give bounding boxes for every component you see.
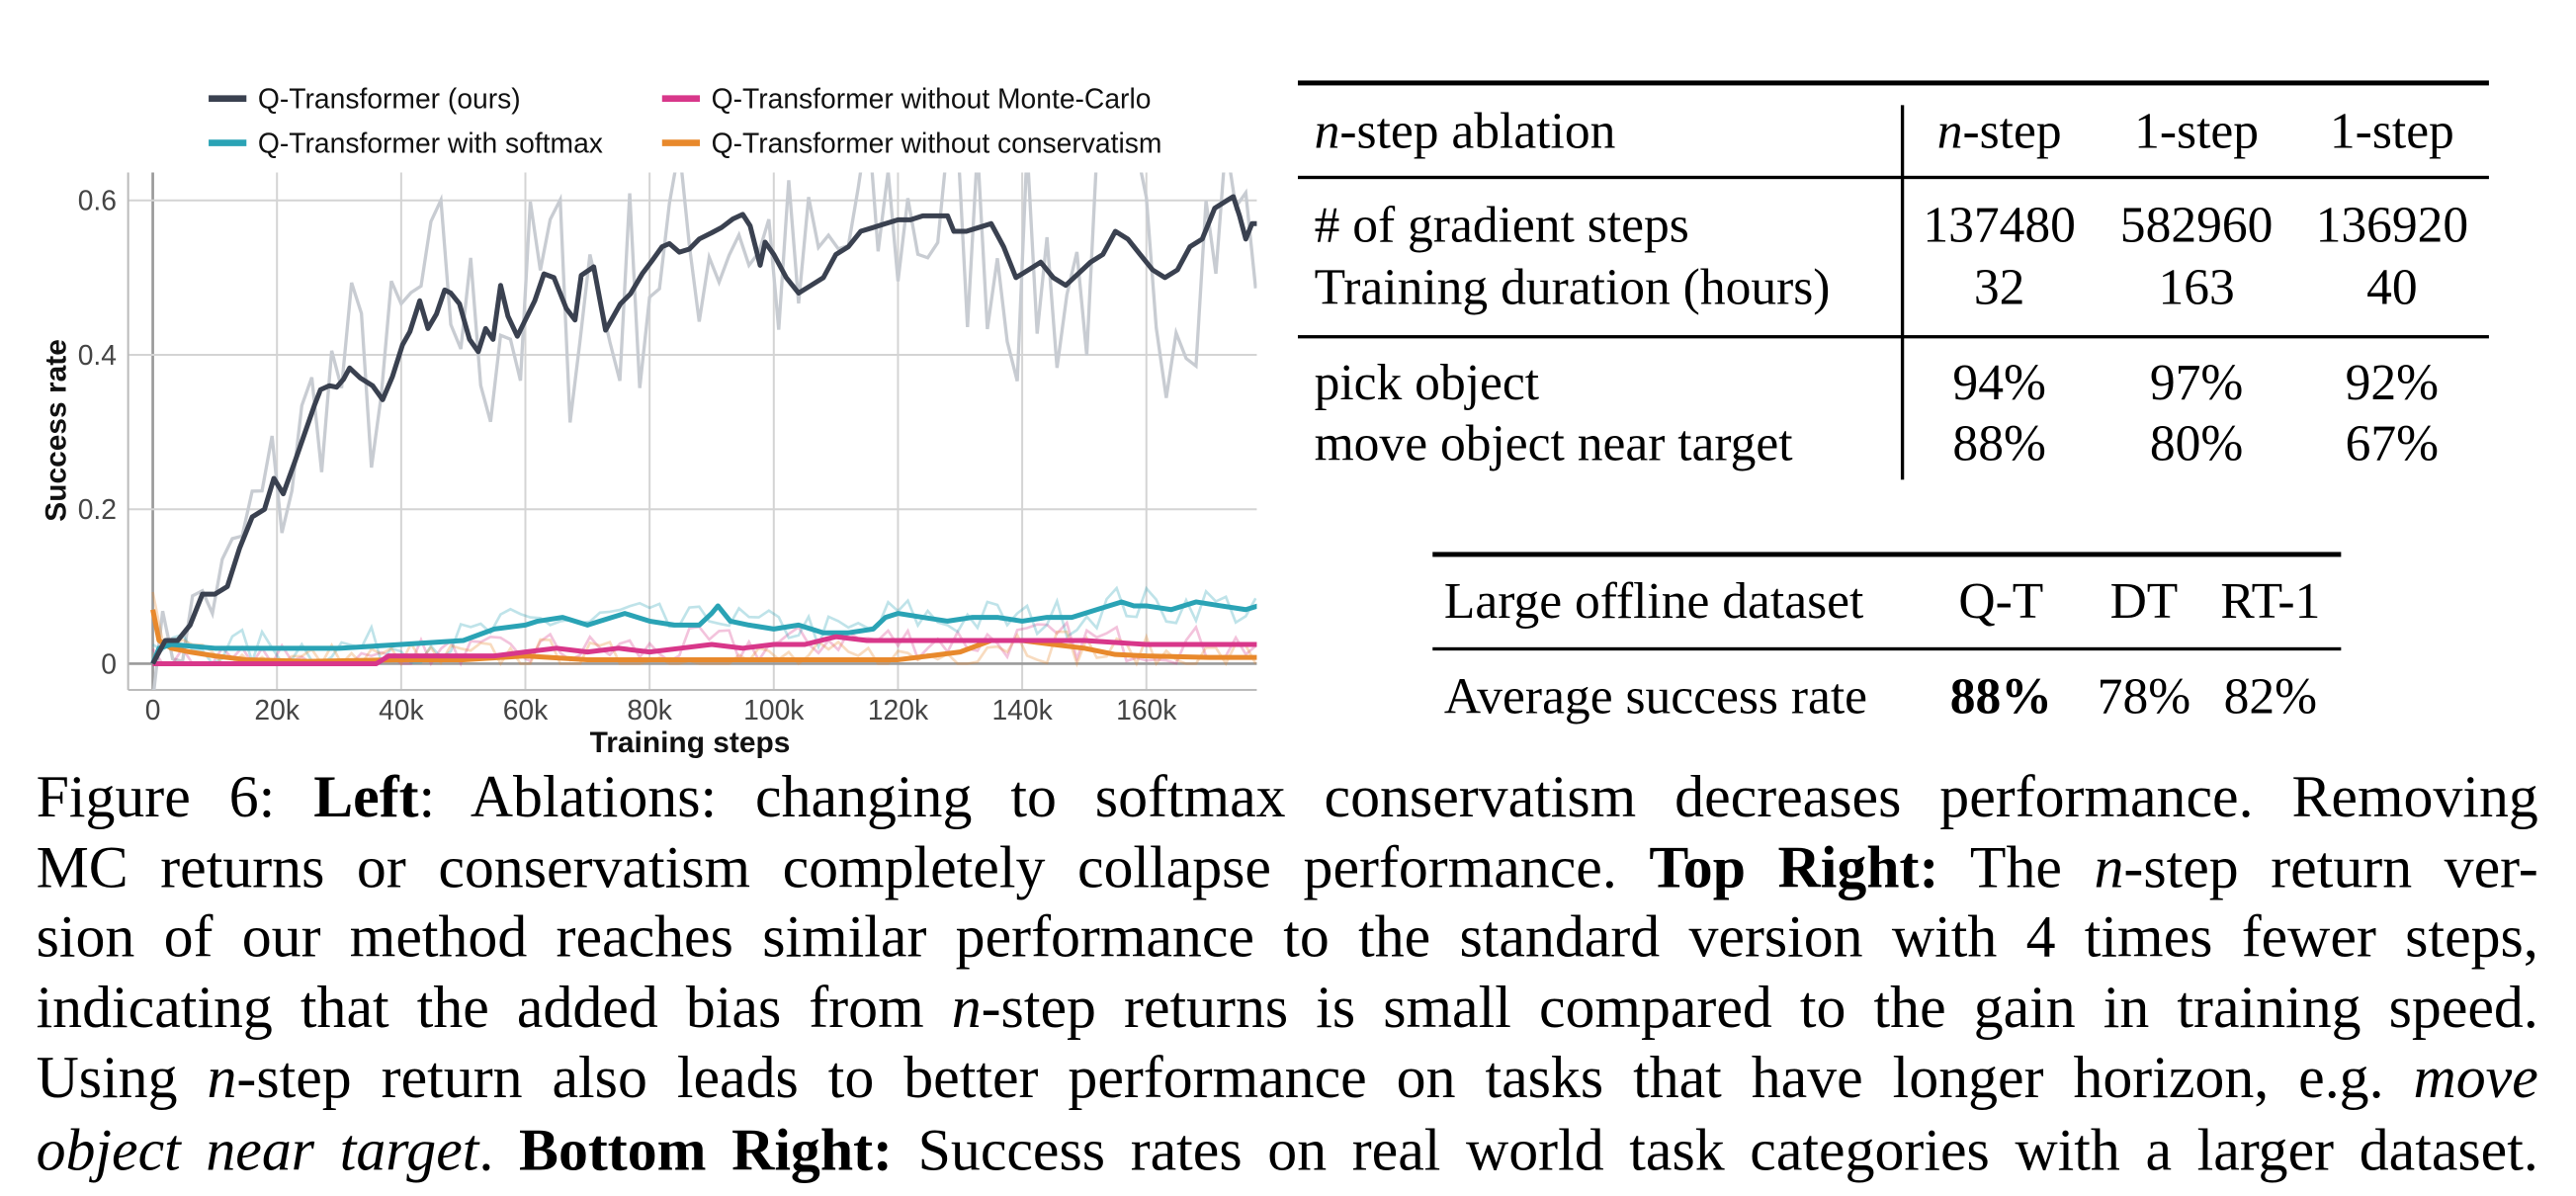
- caption-italic-text: move: [2413, 1045, 2538, 1111]
- caption-italic-text: n: [2094, 834, 2124, 900]
- table-cell: 163: [2158, 257, 2235, 316]
- caption-text: Success rates on real world task categor…: [892, 1117, 2538, 1183]
- column-header-text: 1-step: [2329, 102, 2454, 160]
- table-cell: 78%: [2097, 666, 2191, 725]
- table-cell: 32: [1973, 257, 2025, 316]
- n-variable: n: [1314, 102, 1340, 160]
- series-line: [150, 194, 1257, 665]
- table-cell: 88%: [1949, 666, 2052, 725]
- table-cell: 80%: [2149, 413, 2244, 471]
- raw-series-line: [151, 585, 1257, 666]
- caption-text: sion of our method reaches similar perfo…: [36, 903, 2538, 970]
- table-cell: 67%: [2345, 413, 2440, 471]
- table-column-header: 1-step: [2134, 105, 2259, 156]
- x-tick-label: 120k: [868, 694, 929, 726]
- x-tick-label: 40k: [379, 694, 424, 726]
- ablation-line-chart: 0 0.2 0.4 0.6 0 20k 40k 60k 80k 100k 120k 140k 160k T…: [40, 83, 1257, 759]
- n-variable: n: [1936, 102, 1963, 160]
- x-tick-label: 160k: [1116, 694, 1177, 726]
- caption-line: Using n-step return also leads to better…: [37, 1045, 2538, 1110]
- table-cell: 137480: [1923, 195, 2076, 253]
- table-header-rule: [1432, 646, 2342, 650]
- table-cell: 136920: [2315, 195, 2469, 253]
- caption-italic-text: n: [207, 1045, 237, 1111]
- table-top-rule: [1297, 80, 2489, 85]
- caption-text: Using: [36, 1045, 208, 1111]
- series-line: [150, 599, 1257, 665]
- table-cell: 40: [2366, 257, 2418, 316]
- x-tick-label: 20k: [254, 694, 300, 726]
- table-column-header: Q-T: [1958, 571, 2044, 630]
- column-header-text: 1-step: [2134, 102, 2260, 160]
- legend-label: Q-Transformer without Monte-Carlo: [712, 83, 1152, 115]
- table-header-label: n-step ablation: [1315, 105, 1616, 156]
- y-tick-label: 0.4: [78, 339, 117, 371]
- table-column-header: RT-1: [2220, 571, 2321, 630]
- legend-item: Q-Transformer without conservatism: [661, 128, 1162, 159]
- caption-italic-text: n: [951, 974, 982, 1041]
- caption-line: sion of our method reaches similar perfo…: [37, 903, 2538, 969]
- raw-series-line: [151, 591, 1257, 668]
- table-mid-rule: [1297, 335, 2489, 338]
- legend-item: Q-Transformer with softmax: [209, 128, 603, 159]
- y-axis-title: Success rate: [40, 339, 72, 522]
- table-cell: 97%: [2149, 353, 2244, 411]
- series-line: [150, 609, 1257, 664]
- table-row-label: Training duration (hours): [1314, 257, 1831, 316]
- caption-bold-text: Left: [313, 763, 419, 830]
- caption-text: -step return also leads to better perfor…: [236, 1045, 2414, 1111]
- table-cell: 94%: [1952, 353, 2046, 411]
- table-row-label: move object near target: [1314, 413, 1793, 471]
- x-tick-label: 100k: [743, 694, 805, 726]
- legend-label: Q-Transformer without conservatism: [712, 128, 1162, 159]
- x-tick-label: 60k: [503, 694, 549, 726]
- series-line: [152, 634, 1257, 666]
- header-label-text: -step ablation: [1339, 102, 1616, 160]
- table-column-header: n-step: [1937, 105, 2062, 156]
- caption-bold-text: Top Right:: [1649, 834, 1939, 900]
- legend-item: Q-Transformer (ours): [209, 83, 521, 115]
- caption-text: The: [1938, 834, 2095, 900]
- legend-item: Q-Transformer without Monte-Carlo: [661, 83, 1152, 115]
- raw-series-line: [152, 172, 1257, 691]
- x-tick-label: 80k: [627, 694, 672, 726]
- y-tick-label: 0: [101, 647, 117, 679]
- y-tick-label: 0.2: [78, 493, 117, 525]
- table-cell: 582960: [2119, 195, 2274, 253]
- y-tick-label: 0.6: [78, 185, 117, 216]
- table-cell: 82%: [2223, 666, 2318, 725]
- legend-label: Q-Transformer with softmax: [258, 128, 603, 159]
- caption-text: .: [478, 1117, 520, 1183]
- caption-text: indicating that the added bias from: [36, 974, 952, 1041]
- table-cell: 88%: [1952, 413, 2046, 471]
- caption-bold-text: Bottom Right:: [519, 1117, 893, 1183]
- caption-line: indicating that the added bias from n-st…: [37, 975, 2538, 1040]
- legend-label: Q-Transformer (ours): [258, 83, 521, 115]
- caption-line: MC returns or conservatism completely co…: [37, 834, 2538, 899]
- caption-text: MC returns or conservatism completely co…: [36, 834, 1650, 900]
- caption-text: -step returns is small compared to the g…: [981, 974, 2538, 1041]
- table-row-label: Average success rate: [1443, 666, 1868, 725]
- caption-text: -step return ver-: [2123, 834, 2538, 900]
- table-cell: 92%: [2345, 353, 2440, 411]
- caption-line: object near target. Bottom Right: Succes…: [37, 1117, 2538, 1182]
- x-axis-title: Training steps: [590, 726, 791, 759]
- table-column-header: 1-step: [2330, 105, 2454, 156]
- column-header-text: -step: [1962, 102, 2062, 160]
- x-tick-label: 0: [145, 694, 161, 726]
- caption-italic-text: object near target: [36, 1117, 479, 1183]
- caption-text: Figure 6:: [36, 763, 314, 830]
- table-header-label: Large offline dataset: [1443, 571, 1864, 630]
- table-top-rule: [1432, 552, 2342, 556]
- table-vertical-rule: [1900, 105, 1904, 480]
- caption-line: Figure 6: Left: Ablations: changing to s…: [37, 764, 2538, 829]
- table-column-header: DT: [2109, 571, 2179, 630]
- caption-text: : Ablations: changing to softmax conserv…: [418, 763, 2538, 830]
- table-row-label: pick object: [1314, 353, 1540, 411]
- x-tick-label: 140k: [991, 694, 1053, 726]
- table-row-label: # of gradient steps: [1314, 195, 1689, 253]
- table-header-rule: [1297, 175, 2489, 179]
